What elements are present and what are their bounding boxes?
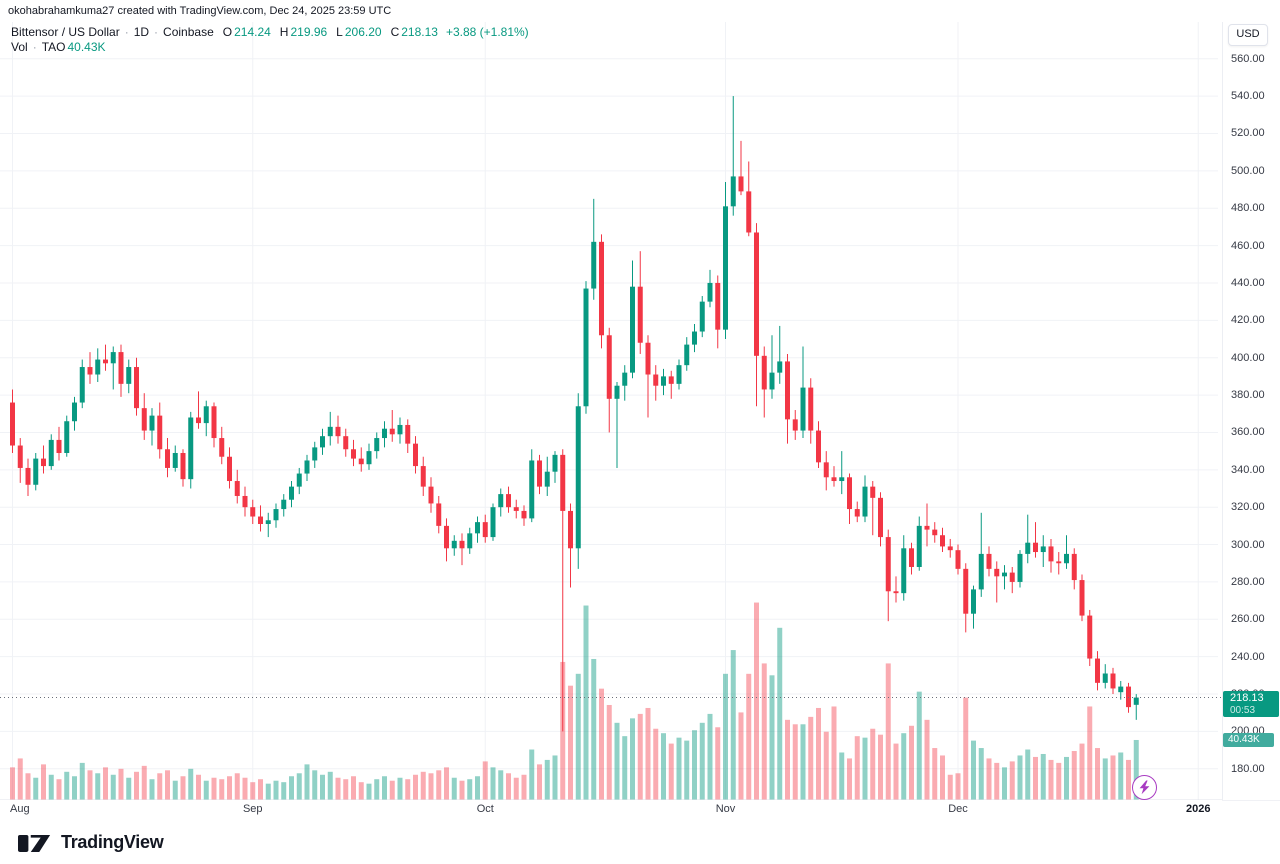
- price-tick-label: 560.00: [1231, 52, 1265, 65]
- price-tick-label: 320.00: [1231, 501, 1265, 514]
- legend-row-volume: Vol · TAO 40.43K: [11, 40, 529, 54]
- tradingview-logo-text: TradingView: [61, 831, 164, 852]
- separator: ·: [124, 25, 129, 39]
- change-value: +3.88 (+1.81%): [445, 25, 529, 39]
- price-tick-label: 420.00: [1231, 314, 1265, 327]
- price-tick-label: 460.00: [1231, 239, 1265, 252]
- time-tick-label: Dec: [948, 803, 968, 815]
- interval-label[interactable]: 1D: [133, 25, 150, 39]
- bar-countdown: 00:53: [1230, 705, 1256, 716]
- chart-canvas[interactable]: [0, 22, 1280, 820]
- price-tick-label: 540.00: [1231, 90, 1265, 103]
- last-price-value: 218.13: [1230, 692, 1264, 704]
- last-volume-badge: 40.43K: [1223, 733, 1274, 747]
- time-tick-label: Aug: [10, 803, 30, 815]
- price-tick-label: 240.00: [1231, 650, 1265, 663]
- tradingview-logo-icon: [18, 834, 51, 852]
- price-tick-label: 180.00: [1231, 762, 1265, 775]
- high-value: 219.96: [290, 25, 328, 39]
- close-label: C: [390, 25, 400, 39]
- last-price-badge: 218.13 00:53: [1223, 691, 1279, 717]
- lightning-icon[interactable]: [1132, 775, 1157, 800]
- volume-symbol: TAO: [41, 40, 66, 54]
- separator: ·: [154, 25, 159, 39]
- close-value: 218.13: [401, 25, 438, 39]
- price-tick-label: 500.00: [1231, 164, 1265, 177]
- high-label: H: [279, 25, 289, 39]
- time-tick-label: 2026: [1186, 803, 1211, 815]
- attribution-bar: okohabrahamkuma27 created with TradingVi…: [0, 0, 1280, 22]
- candlestick-chart[interactable]: [0, 22, 1280, 820]
- exchange-label[interactable]: Coinbase: [163, 25, 214, 39]
- volume-value: 40.43K: [67, 40, 106, 54]
- attribution-text: okohabrahamkuma27 created with TradingVi…: [8, 5, 392, 17]
- lightning-bolt-glyph: [1139, 780, 1150, 795]
- price-tick-label: 340.00: [1231, 463, 1265, 476]
- price-tick-label: 380.00: [1231, 389, 1265, 402]
- symbol-legend: Bittensor / US Dollar · 1D · Coinbase O 214.24…: [11, 25, 529, 55]
- time-tick-label: Sep: [242, 803, 263, 815]
- price-tick-label: 260.00: [1231, 613, 1265, 626]
- open-value: 214.24: [234, 25, 271, 39]
- price-tick-label: 280.00: [1231, 575, 1265, 588]
- volume-label: Vol: [11, 40, 28, 54]
- separator: ·: [32, 40, 37, 54]
- price-tick-label: 300.00: [1231, 538, 1265, 551]
- price-tick-label: 520.00: [1231, 127, 1265, 140]
- symbol-title[interactable]: Bittensor / US Dollar: [11, 25, 120, 39]
- currency-toggle-button[interactable]: USD: [1228, 24, 1268, 46]
- open-label: O: [222, 25, 233, 39]
- price-tick-label: 480.00: [1231, 202, 1265, 215]
- tradingview-footer[interactable]: TradingView: [18, 828, 164, 856]
- time-tick-label: Nov: [715, 803, 736, 815]
- price-axis[interactable]: USD 560.00 540.00 520.00 500.00 480.00 460.00…: [1222, 22, 1280, 800]
- price-tick-label: 400.00: [1231, 351, 1265, 364]
- legend-row-symbol: Bittensor / US Dollar · 1D · Coinbase O 214.24…: [11, 25, 529, 39]
- low-value: 206.20: [344, 25, 382, 39]
- time-axis[interactable]: Aug Sep Oct Nov Dec 2026: [0, 800, 1222, 822]
- price-tick-label: 360.00: [1231, 426, 1265, 439]
- price-tick-label: 440.00: [1231, 276, 1265, 289]
- time-tick-label: Oct: [476, 803, 494, 815]
- low-label: L: [336, 25, 343, 39]
